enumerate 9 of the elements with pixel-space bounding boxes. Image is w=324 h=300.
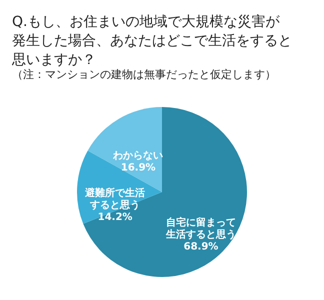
- pie-slice: [83, 107, 247, 277]
- chart-subtitle: （注：マンションの建物は無事だったと仮定します）: [12, 68, 276, 81]
- slice-label: わからない: [112, 150, 164, 162]
- data-label: 16.9%: [120, 162, 156, 174]
- slice-label: 避難所で生活すると思う: [84, 187, 146, 212]
- chart-title: Q.もし、お住まいの地域で大規模な災害が発生した場合、あなたはどこで生活をすると思いますか？: [11, 14, 292, 68]
- slice-label: 自宅に留まって生活すると思う: [164, 216, 236, 240]
- data-label: 68.9%: [184, 241, 218, 252]
- data-label: 14.2%: [98, 212, 132, 224]
